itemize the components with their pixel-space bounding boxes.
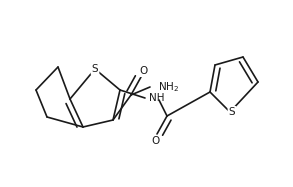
Text: S: S <box>229 107 235 117</box>
Text: S: S <box>92 64 98 74</box>
Text: NH$_2$: NH$_2$ <box>158 80 179 94</box>
Text: NH: NH <box>149 93 164 103</box>
Text: O: O <box>139 66 147 76</box>
Text: O: O <box>151 136 159 146</box>
